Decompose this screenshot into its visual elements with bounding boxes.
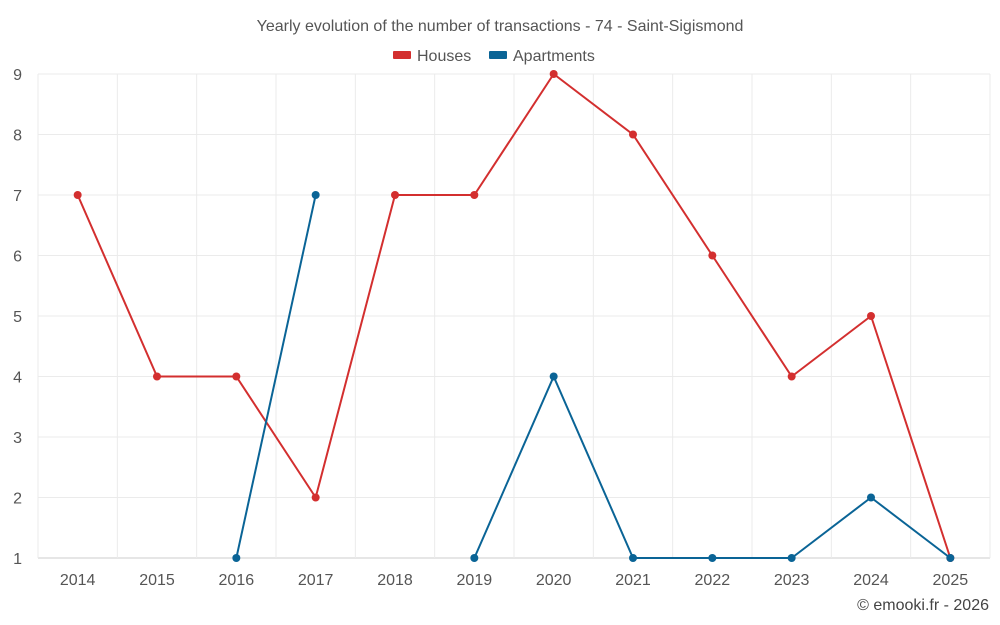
series-layer xyxy=(73,70,955,562)
data-point xyxy=(470,554,479,562)
data-point xyxy=(708,251,717,260)
data-point xyxy=(629,554,637,562)
series-line xyxy=(76,73,952,559)
y-tick-label: 4 xyxy=(13,370,22,387)
x-tick-label: 2015 xyxy=(139,572,175,589)
data-point xyxy=(232,372,241,381)
legend-label: Apartments xyxy=(513,48,595,65)
data-point xyxy=(787,554,796,562)
legend-swatch xyxy=(489,51,507,59)
data-point xyxy=(708,554,717,562)
x-tick-label: 2022 xyxy=(695,572,731,589)
grid xyxy=(37,73,991,559)
x-tick-label: 2025 xyxy=(933,572,969,589)
data-point xyxy=(629,130,637,139)
data-point xyxy=(787,372,796,381)
credit-text: © emooki.fr - 2026 xyxy=(857,597,989,614)
y-axis-ticks: 1 2 3 4 5 6 7 8 9 xyxy=(13,67,22,568)
y-tick-label: 3 xyxy=(13,430,22,447)
y-tick-label: 2 xyxy=(13,491,22,508)
data-point xyxy=(232,554,241,562)
data-point xyxy=(153,372,161,381)
x-tick-label: 2020 xyxy=(536,572,572,589)
data-point xyxy=(73,191,82,199)
series-apartments xyxy=(232,191,955,562)
x-tick-label: 2024 xyxy=(853,572,889,589)
x-tick-label: 2021 xyxy=(615,572,651,589)
data-point xyxy=(311,191,320,199)
x-tick-label: 2023 xyxy=(774,572,810,589)
legend-item-apartments[interactable]: Apartments xyxy=(489,48,595,65)
chart-title: Yearly evolution of the number of transa… xyxy=(257,18,744,35)
x-axis-ticks: 2014 2015 2016 2017 2018 2019 2020 2021 2022 2023… xyxy=(60,572,968,589)
legend-label: Houses xyxy=(417,48,471,65)
x-tick-label: 2019 xyxy=(457,572,493,589)
legend-item-houses[interactable]: Houses xyxy=(393,48,471,65)
data-point xyxy=(391,191,399,199)
data-point xyxy=(867,312,875,320)
series-line xyxy=(235,194,317,559)
legend: Houses Apartments xyxy=(393,48,595,65)
x-tick-label: 2018 xyxy=(377,572,413,589)
y-tick-label: 7 xyxy=(13,188,22,205)
x-tick-label: 2014 xyxy=(60,572,96,589)
y-tick-label: 5 xyxy=(13,309,22,326)
y-tick-label: 8 xyxy=(13,128,22,145)
data-point xyxy=(946,554,955,562)
x-tick-label: 2017 xyxy=(298,572,334,589)
data-point xyxy=(867,493,875,502)
data-point xyxy=(470,191,479,199)
x-tick-label: 2016 xyxy=(219,572,255,589)
series-line xyxy=(473,375,951,559)
y-tick-label: 9 xyxy=(13,67,22,84)
legend-swatch xyxy=(393,51,411,59)
data-point xyxy=(549,372,558,381)
series-houses xyxy=(73,70,955,562)
data-point xyxy=(311,493,320,502)
data-point xyxy=(549,70,558,78)
y-tick-label: 6 xyxy=(13,249,22,266)
y-tick-label: 1 xyxy=(13,551,22,568)
